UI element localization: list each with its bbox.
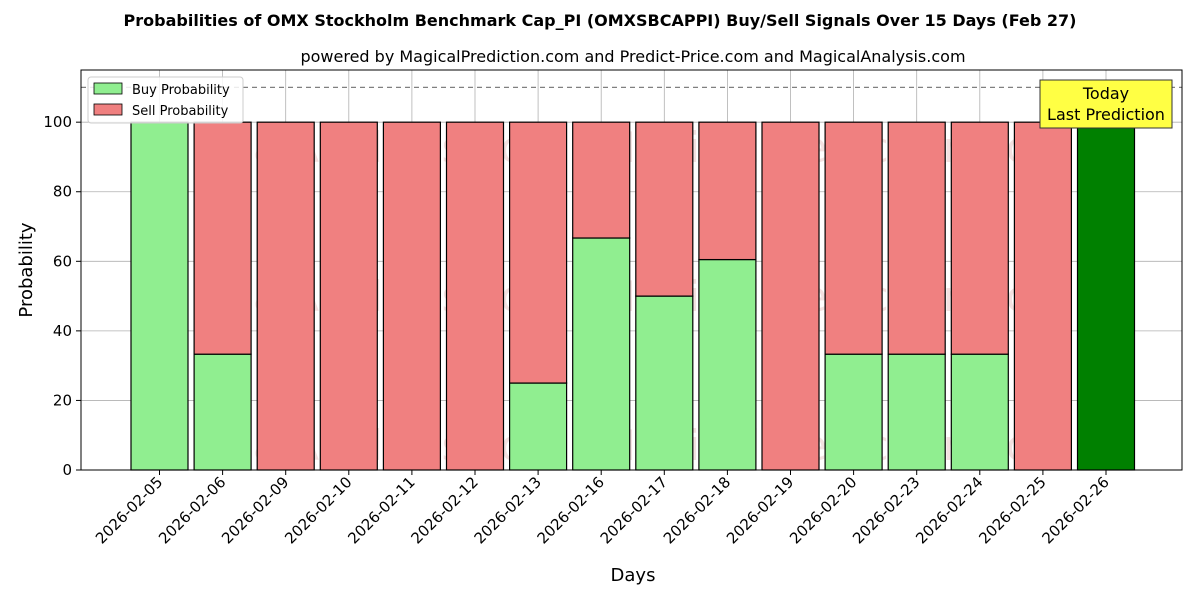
bar-sell-2026-02-10 [319,121,378,471]
legend-swatch-sell [93,103,123,116]
x-tick-label-3: 2026-02-10 [281,473,355,547]
bar-buy-2026-02-26 [1076,121,1136,471]
bar-buy-2026-02-18 [698,258,757,471]
bar-sell-2026-02-23 [887,121,946,355]
bar-sell-2026-02-12 [445,121,505,471]
y-tick-label-2: 40 [53,322,72,340]
y-tick-label-1: 20 [53,391,72,409]
x-tick-label-9: 2026-02-18 [660,473,734,547]
bar-sell-2026-02-25 [1013,121,1073,471]
bar-sell-2026-02-16 [572,121,631,239]
bar-buy-2026-02-23 [887,353,946,471]
chart-subtitle: powered by MagicalPrediction.com and Pre… [300,47,965,66]
x-tick-label-13: 2026-02-24 [912,473,986,547]
bar-sell-2026-02-24 [950,121,1009,355]
x-ticks: 2026-02-052026-02-062026-02-092026-02-10… [92,470,1113,547]
x-tick-label-15: 2026-02-26 [1038,473,1112,547]
x-tick-label-6: 2026-02-13 [471,473,545,547]
today-annotation: Today Last Prediction [1039,79,1173,129]
bar-sell-2026-02-06 [193,121,252,355]
legend-box [87,76,244,124]
bar-buy-2026-02-05 [130,121,189,471]
x-tick-label-12: 2026-02-23 [849,473,923,547]
legend-label-sell: Sell Probability [132,104,229,119]
bars-layer [130,121,1136,471]
bar-buy-2026-02-06 [193,353,252,471]
chart-title: Probabilities of OMX Stockholm Benchmark… [124,11,1077,30]
bar-sell-2026-02-11 [382,121,441,471]
legend-swatch-buy [93,82,123,95]
x-tick-label-2: 2026-02-09 [218,473,292,547]
y-ticks: 0 20 40 60 80 100 [43,113,81,479]
y-tick-label-0: 0 [62,461,72,479]
x-tick-label-10: 2026-02-19 [723,473,797,547]
legend-label-buy: Buy Probability [132,83,230,98]
bar-buy-2026-02-13 [509,382,568,471]
today-annotation-line1: Today [1082,84,1129,103]
bar-sell-2026-02-09 [256,121,315,471]
legend: Buy Probability Sell Probability [87,76,244,124]
today-annotation-line2: Last Prediction [1047,105,1165,124]
today-annotation-box [1039,79,1173,129]
bar-sell-2026-02-19 [761,121,820,471]
bar-buy-2026-02-17 [635,295,694,471]
x-tick-label-14: 2026-02-25 [975,473,1049,547]
x-tick-label-0: 2026-02-05 [92,473,166,547]
bar-sell-2026-02-20 [824,121,883,355]
bar-buy-2026-02-24 [950,353,1009,471]
x-tick-label-7: 2026-02-16 [534,473,608,547]
y-tick-label-5: 100 [43,113,72,131]
x-axis-label: Days [611,565,656,586]
bar-sell-2026-02-17 [635,121,694,297]
x-tick-label-5: 2026-02-12 [407,473,481,547]
bar-buy-2026-02-20 [824,353,883,471]
y-axis-label: Probability [16,222,37,317]
x-tick-label-11: 2026-02-20 [786,473,860,547]
y-tick-label-4: 80 [53,183,72,201]
bar-sell-2026-02-18 [698,121,757,261]
bar-buy-2026-02-16 [572,237,631,471]
x-tick-label-4: 2026-02-11 [344,473,418,547]
y-tick-label-3: 60 [53,252,72,270]
x-tick-label-8: 2026-02-17 [597,473,671,547]
plot-frame [80,69,1183,471]
bar-sell-2026-02-13 [509,121,568,384]
x-tick-label-1: 2026-02-06 [155,473,229,547]
